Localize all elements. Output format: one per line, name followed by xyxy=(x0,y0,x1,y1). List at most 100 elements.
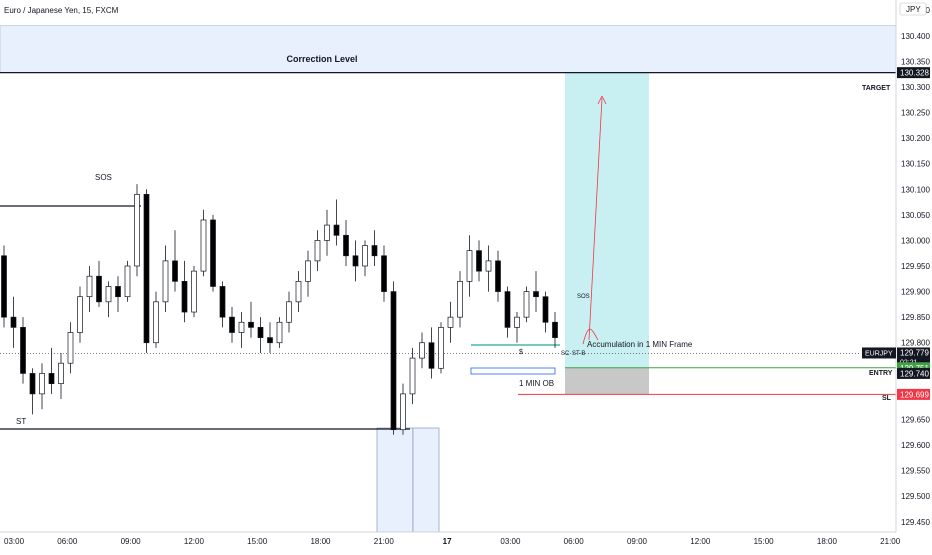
candle-body xyxy=(67,332,74,364)
candle-body xyxy=(542,296,549,323)
sos-small-label: SOS xyxy=(577,294,590,300)
time-axis[interactable] xyxy=(0,532,932,550)
st-label: ST xyxy=(16,417,26,426)
time-tick-label: 15:00 xyxy=(754,537,775,546)
candle-body xyxy=(162,260,169,303)
candle-body xyxy=(39,373,45,395)
price-tick-label: 130.400 xyxy=(901,32,930,41)
price-tick-label: 130.100 xyxy=(901,185,930,194)
projection-arrow-line xyxy=(588,97,603,341)
price-tick-label: 129.600 xyxy=(901,441,930,450)
candle-body xyxy=(134,194,140,267)
price-tick-label: 129.650 xyxy=(901,415,930,424)
candle-body xyxy=(153,301,159,344)
candle-body xyxy=(390,291,397,431)
price-tick-label: 129.500 xyxy=(901,492,930,501)
correction-level-label: Correction Level xyxy=(286,54,357,64)
profit-target-zone xyxy=(565,72,649,368)
dollar-label: $ xyxy=(519,349,523,356)
price-tick-label: 130.150 xyxy=(901,160,930,169)
time-tick-label: 17 xyxy=(443,537,452,546)
candle-body xyxy=(504,291,511,328)
candle-body xyxy=(324,224,330,241)
price-tick-label: 129.550 xyxy=(901,467,930,476)
candle-body xyxy=(343,234,349,257)
candle-body xyxy=(248,321,254,328)
price-tick-label: 130.350 xyxy=(901,57,930,66)
black-price-text: 129.740 xyxy=(900,369,929,378)
price-tick-label: 129.950 xyxy=(901,262,930,271)
candle-body xyxy=(352,255,359,267)
candle-body xyxy=(105,286,112,303)
candle-body xyxy=(229,316,235,333)
candle-body xyxy=(86,275,93,298)
candle-body xyxy=(172,260,178,282)
price-tick-label: 129.850 xyxy=(901,313,930,322)
price-tick-label: 130.050 xyxy=(901,211,930,220)
candle-body xyxy=(447,316,454,328)
candle-body xyxy=(181,280,188,313)
entry-line-label: ENTRY xyxy=(869,370,893,377)
candle-body xyxy=(219,286,226,318)
chart-title: Euro / Japanese Yen, 15, FXCM xyxy=(4,6,119,15)
time-tick-label: 09:00 xyxy=(627,537,648,546)
candle-body xyxy=(286,301,292,323)
candle-body xyxy=(533,291,539,298)
candle-body xyxy=(124,265,131,298)
current-price-text: 129.779 xyxy=(900,348,929,357)
candle-body xyxy=(267,337,273,344)
candle-body xyxy=(20,327,26,374)
target-price-text: 130.328 xyxy=(900,69,929,78)
time-tick-label: 21:00 xyxy=(880,537,901,546)
price-tick-label: 129.450 xyxy=(901,518,930,527)
candle-body xyxy=(476,250,482,272)
candle-body xyxy=(200,219,207,272)
time-tick-label: 18:00 xyxy=(817,537,838,546)
candle-body xyxy=(115,286,121,298)
candle-body xyxy=(305,260,311,282)
candle-body xyxy=(10,316,17,328)
time-tick-label: 06:00 xyxy=(57,537,78,546)
stop-loss-zone xyxy=(565,367,649,395)
sos-label: SOS xyxy=(95,173,112,182)
candle-body xyxy=(191,270,197,313)
currency-badge xyxy=(899,2,927,16)
candle-body xyxy=(485,260,492,272)
stop-loss-line-label: SL xyxy=(882,395,892,402)
candle-body xyxy=(29,373,36,395)
liquidity-box-left xyxy=(376,427,414,533)
candle-body xyxy=(400,393,406,431)
price-axis-ticks: 130.450130.400130.350130.300130.250130.2… xyxy=(901,6,930,527)
candle-body xyxy=(371,245,378,257)
candle-body xyxy=(466,250,473,282)
candle-body xyxy=(1,255,7,318)
time-tick-label: 21:00 xyxy=(374,537,395,546)
price-tick-label: 130.250 xyxy=(901,109,930,118)
currency-label: JPY xyxy=(906,5,921,14)
candle-body xyxy=(381,255,387,292)
candle-body xyxy=(409,357,416,395)
time-tick-label: 12:00 xyxy=(184,537,205,546)
candle-body xyxy=(257,327,264,338)
projection-arrow-head xyxy=(597,95,607,105)
price-axis[interactable] xyxy=(896,0,932,550)
price-tick-label: 129.900 xyxy=(901,288,930,297)
candle-body xyxy=(48,373,55,385)
price-tick-label: 130.200 xyxy=(901,134,930,143)
symbol-badge xyxy=(862,347,896,359)
candle-body xyxy=(295,280,302,303)
candle-body xyxy=(514,316,520,328)
correction-level-zone xyxy=(0,25,897,73)
time-tick-label: 06:00 xyxy=(564,537,585,546)
candle-body xyxy=(428,342,435,369)
candle-body xyxy=(314,240,321,262)
price-tick-label: 129.800 xyxy=(901,339,930,348)
candle-body xyxy=(96,275,102,303)
candle-body xyxy=(238,321,245,333)
candle-body xyxy=(457,280,463,318)
time-tick-label: 18:00 xyxy=(310,537,331,546)
candle-body xyxy=(276,321,283,344)
entry-price-badge xyxy=(897,362,930,374)
time-tick-label: 03:00 xyxy=(4,537,25,546)
